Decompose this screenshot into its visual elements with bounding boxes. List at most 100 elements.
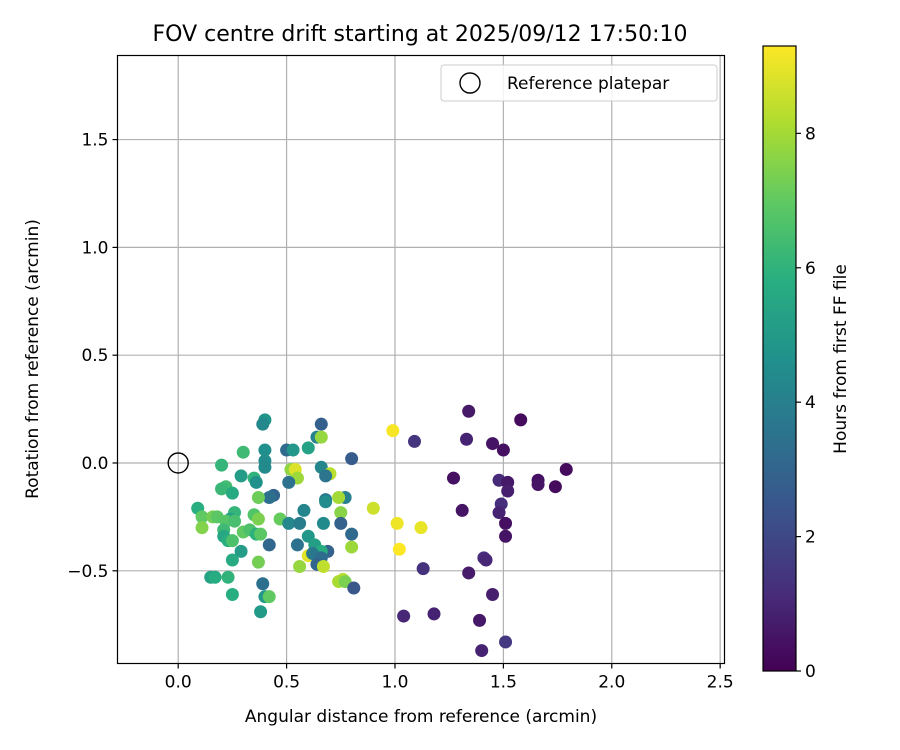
x-tick-label: 2.0	[598, 673, 625, 693]
x-axis-label: Angular distance from reference (arcmin)	[245, 707, 597, 727]
data-point	[416, 562, 430, 576]
data-point	[293, 559, 307, 573]
colorbar-tick-label: 2	[805, 528, 816, 548]
colorbar: 0 2 4 6 8 Hours from first FF file	[762, 45, 851, 682]
data-point	[282, 475, 296, 489]
data-point	[473, 613, 487, 627]
y-tick-label: 1.5	[81, 131, 108, 151]
data-point	[262, 538, 276, 552]
x-axis-ticks: 0.0 0.5 1.0 1.5 2.0 2.5	[165, 663, 734, 693]
data-point	[345, 452, 359, 466]
data-point	[345, 527, 359, 541]
data-point	[314, 417, 328, 431]
data-point	[319, 469, 333, 483]
data-point	[499, 529, 513, 543]
data-point	[531, 478, 545, 492]
data-point	[332, 490, 346, 504]
data-point	[486, 437, 500, 451]
data-point	[262, 490, 276, 504]
data-point	[225, 553, 239, 567]
data-point	[314, 430, 328, 444]
data-point	[475, 644, 489, 658]
data-point	[251, 555, 265, 569]
x-tick-label: 0.5	[273, 673, 300, 693]
colorbar-tick-label: 8	[805, 124, 816, 144]
data-point	[225, 588, 239, 602]
data-point	[462, 404, 476, 418]
data-point	[297, 503, 311, 517]
data-point	[492, 506, 506, 520]
x-tick-label: 0.0	[165, 673, 192, 693]
data-point	[548, 480, 562, 494]
data-point	[254, 605, 268, 619]
legend-reference-marker	[459, 72, 481, 94]
chart-title: FOV centre drift starting at 2025/09/12 …	[153, 22, 688, 47]
data-point	[390, 516, 404, 530]
legend-box	[440, 64, 718, 102]
data-point	[290, 538, 304, 552]
reference-platepar-marker	[167, 452, 189, 474]
colorbar-tick-label: 0	[805, 662, 816, 682]
data-point	[386, 424, 400, 438]
x-tick-label: 2.5	[707, 673, 734, 693]
data-point	[316, 559, 330, 573]
data-point	[254, 527, 268, 541]
data-point	[499, 516, 513, 530]
data-point	[228, 514, 242, 528]
data-point	[251, 512, 265, 526]
data-point	[496, 443, 510, 457]
data-point	[334, 516, 348, 530]
data-point	[366, 501, 380, 515]
legend-reference-label: Reference platepar	[507, 74, 669, 94]
colorbar-tick-label: 6	[805, 259, 816, 279]
data-point	[256, 577, 270, 591]
colorbar-ticks: 0 2 4 6 8	[796, 124, 816, 682]
data-point	[258, 443, 272, 457]
colorbar-gradient	[762, 45, 797, 672]
data-point	[392, 542, 406, 556]
data-point	[208, 570, 222, 584]
data-point	[514, 413, 528, 427]
data-point	[486, 588, 500, 602]
data-point	[397, 609, 411, 623]
data-point	[455, 503, 469, 517]
legend: Reference platepar	[440, 64, 718, 102]
y-axis-label: Rotation from reference (arcmin)	[23, 219, 43, 499]
data-point	[262, 590, 276, 604]
data-point	[447, 471, 461, 485]
data-point	[234, 544, 248, 558]
data-point	[407, 434, 421, 448]
y-tick-label: 1.0	[81, 238, 108, 258]
data-point	[215, 482, 229, 496]
colorbar-tick-label: 4	[805, 393, 816, 413]
data-point	[499, 635, 513, 649]
data-point	[316, 516, 330, 530]
data-point	[236, 445, 250, 459]
data-point	[251, 490, 265, 504]
data-point	[256, 417, 270, 431]
y-tick-label: 0.0	[81, 454, 108, 474]
data-point	[460, 432, 474, 446]
data-point	[347, 581, 361, 595]
data-point	[225, 486, 239, 500]
data-point	[225, 534, 239, 548]
y-tick-label: −0.5	[67, 562, 108, 582]
x-tick-label: 1.5	[490, 673, 517, 693]
data-point	[414, 521, 428, 535]
data-point	[293, 516, 307, 530]
y-axis-ticks: −0.5 0.0 0.5 1.0 1.5	[67, 131, 118, 582]
data-point	[301, 441, 315, 455]
data-point	[559, 462, 573, 476]
data-points	[191, 404, 573, 658]
data-point	[334, 506, 348, 520]
y-tick-label: 0.5	[81, 346, 108, 366]
data-point	[501, 484, 515, 498]
data-point	[258, 460, 272, 474]
data-point	[282, 516, 296, 530]
data-point	[286, 443, 300, 457]
data-point	[249, 475, 263, 489]
data-point	[195, 521, 209, 535]
data-point	[215, 458, 229, 472]
